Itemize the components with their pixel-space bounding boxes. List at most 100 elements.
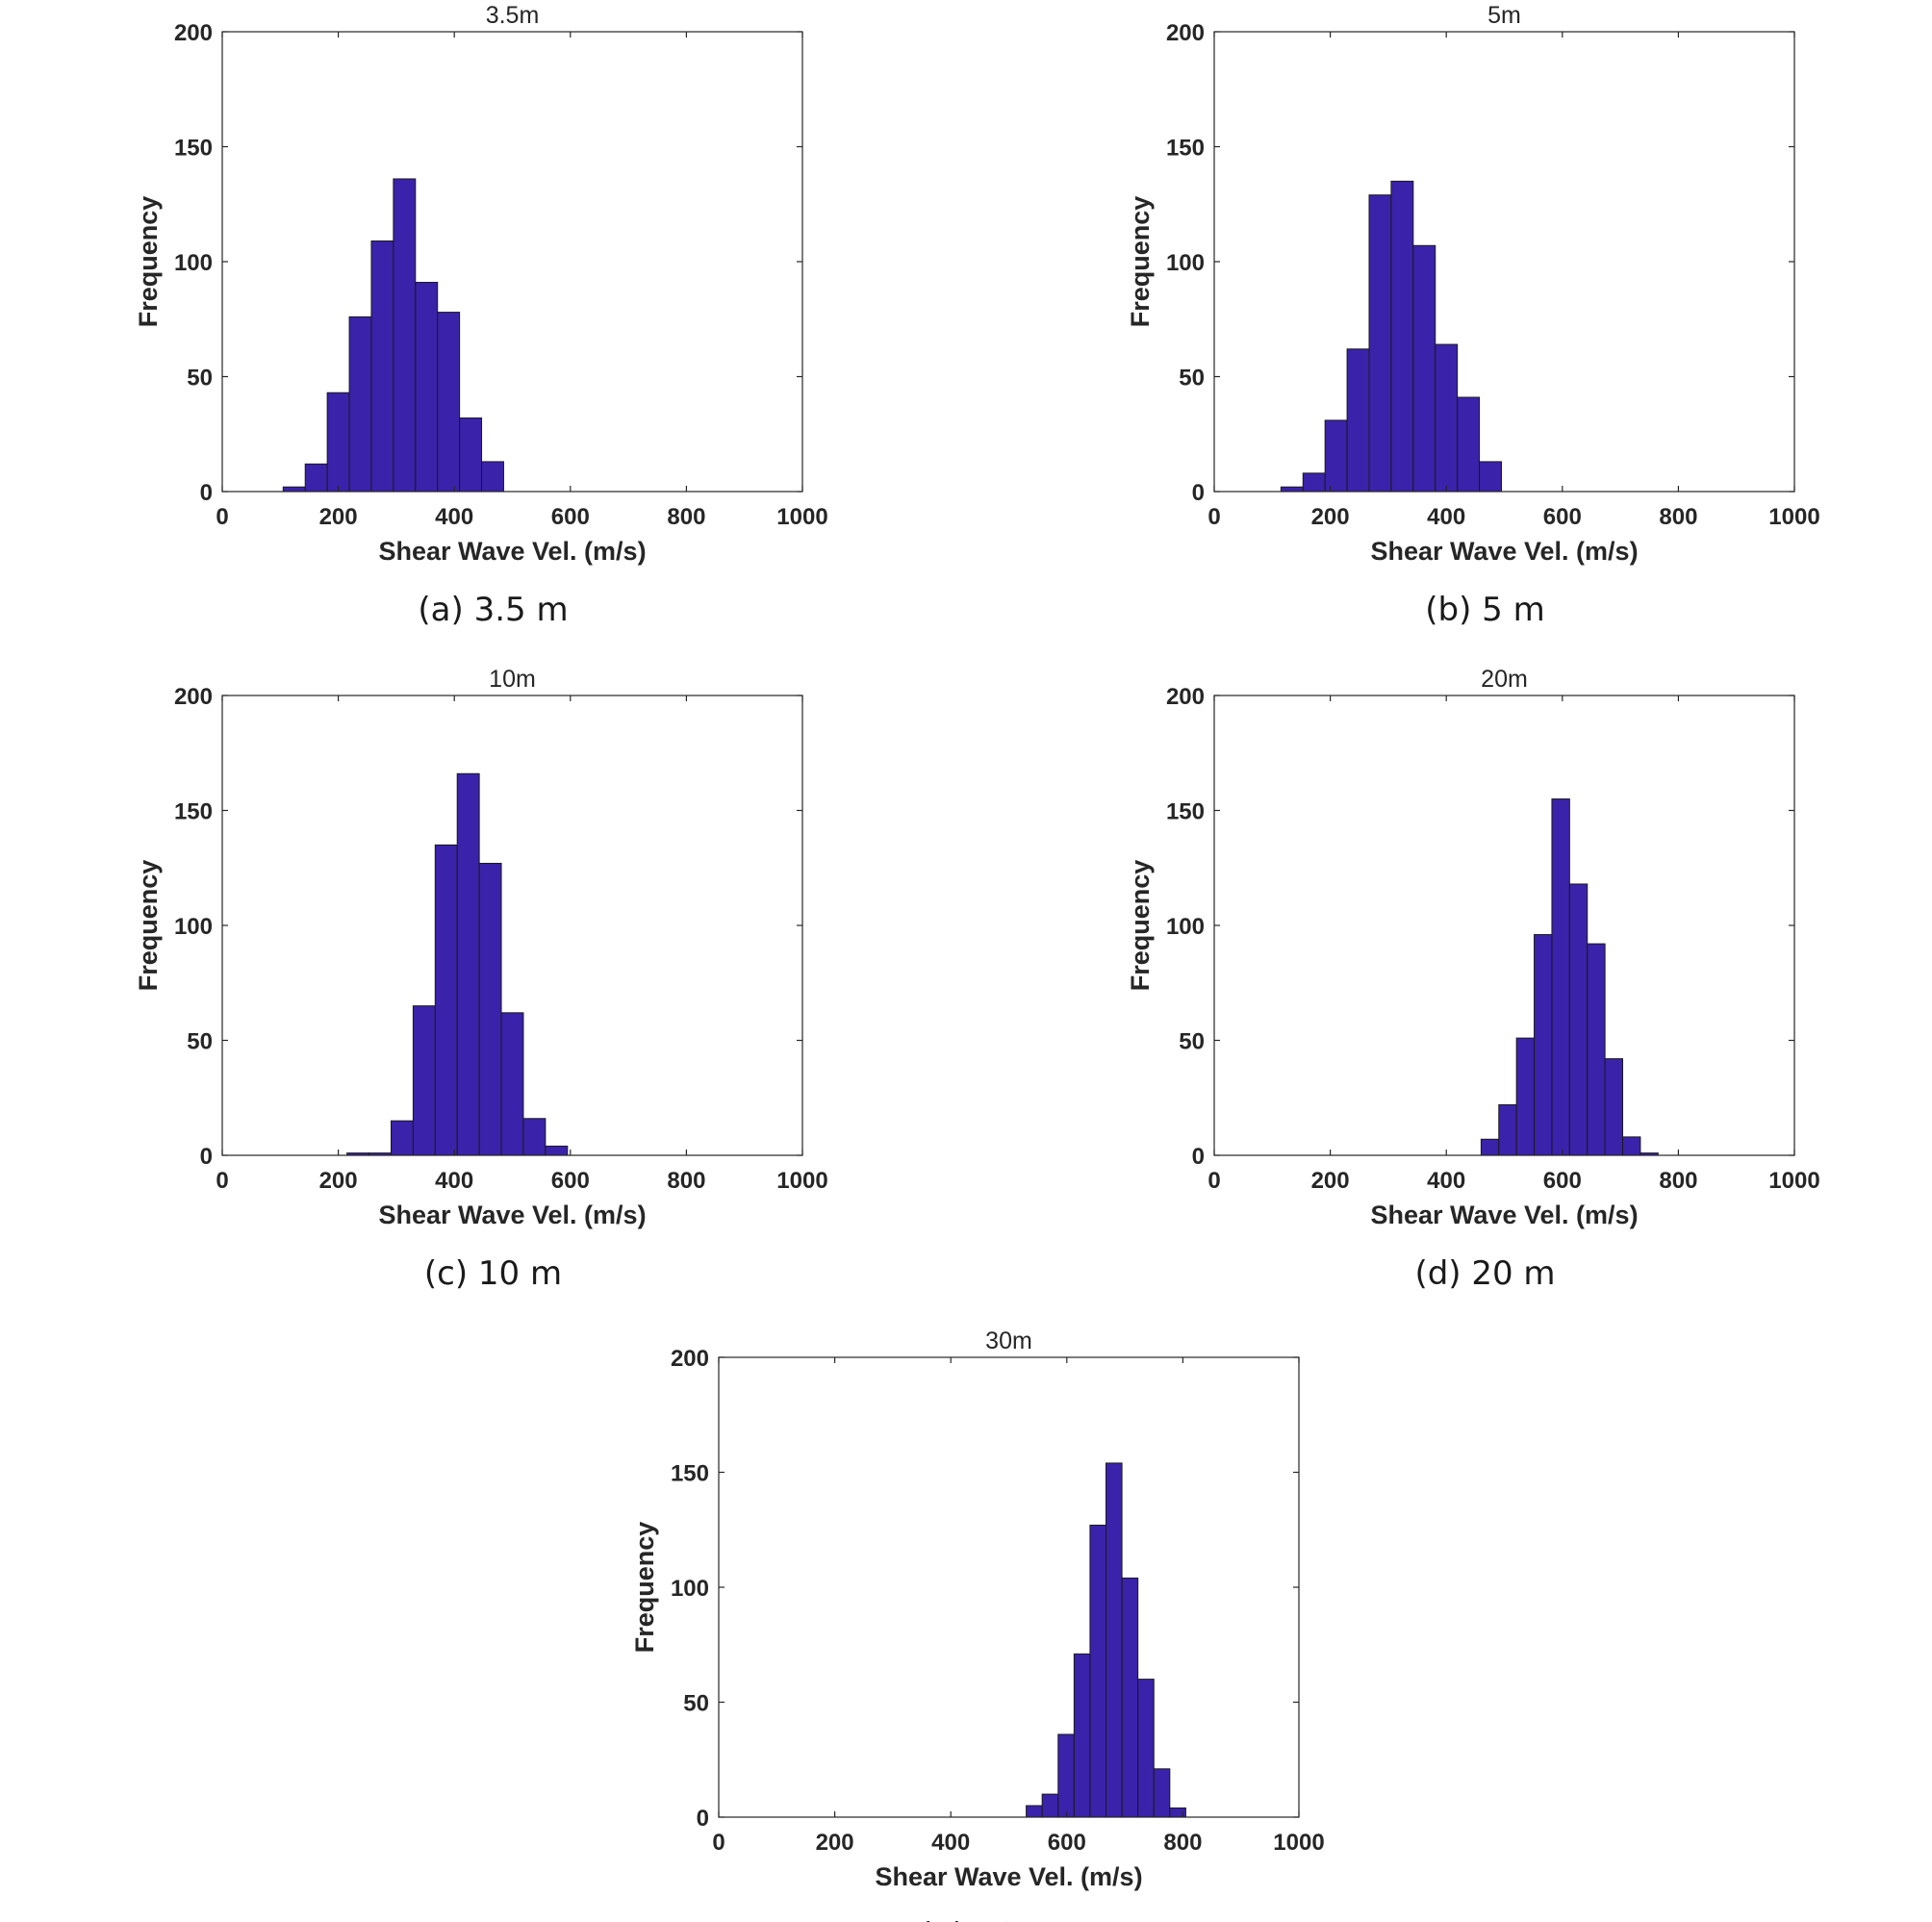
histogram-bar	[434, 844, 458, 1156]
histogram-bar	[1480, 1138, 1500, 1156]
x-tick-label: 600	[551, 504, 590, 530]
y-tick-label: 100	[1166, 914, 1205, 940]
histogram-bar	[390, 1120, 414, 1156]
bar-series	[1480, 798, 1659, 1156]
x-tick-label: 200	[1311, 504, 1350, 530]
x-tick-label: 800	[1659, 504, 1697, 530]
x-tick-label: 200	[1311, 1168, 1350, 1194]
histogram-bar	[348, 316, 372, 493]
y-tick-label: 100	[174, 914, 213, 940]
y-tick-label: 50	[1179, 1029, 1205, 1055]
x-tick-label: 0	[1208, 504, 1220, 530]
histogram-bar	[500, 1012, 524, 1156]
y-tick-label: 200	[671, 1346, 709, 1372]
x-tick-label: 1000	[1768, 1168, 1819, 1194]
x-tick-label: 0	[216, 1168, 228, 1194]
x-tick-label: 200	[816, 1830, 854, 1856]
chart-panel-5m: 0 200 400 600 800 1000 0 50 100 150 200 5m Shear Wav…	[1126, 2, 1820, 629]
histogram-bar	[1153, 1768, 1171, 1818]
y-tick-label: 150	[1166, 799, 1205, 825]
histogram-bar	[393, 178, 417, 493]
chart-panel-10m: 0 200 400 600 800 1000 0 50 100 150 200 10m Shear Wa…	[134, 666, 828, 1293]
bar-series	[282, 178, 504, 493]
histogram-bar	[1073, 1653, 1091, 1818]
y-tick-label: 50	[187, 366, 213, 392]
histogram-bar	[1324, 419, 1348, 493]
histogram-bar	[1604, 1058, 1624, 1156]
plot-title: 20m	[1481, 666, 1528, 693]
x-tick-label: 800	[1163, 1830, 1202, 1856]
axes-frame	[718, 1356, 1300, 1818]
x-axis-label: Shear Wave Vel. (m/s)	[875, 1862, 1142, 1891]
y-tick-label: 0	[1192, 480, 1205, 506]
x-tick-label: 800	[667, 504, 705, 530]
y-tick-label: 200	[174, 20, 213, 46]
histogram-bar	[1515, 1037, 1536, 1156]
histogram-bar	[1368, 194, 1392, 493]
y-tick-label: 150	[174, 136, 213, 162]
x-tick-label: 600	[551, 1168, 590, 1194]
x-tick-label: 0	[1208, 1168, 1220, 1194]
histogram-bar	[1479, 461, 1502, 493]
histogram-bar	[1121, 1577, 1139, 1818]
x-tick-label: 1000	[1273, 1830, 1324, 1856]
y-axis-label: Frequency	[630, 1522, 659, 1654]
histogram-bar	[1587, 943, 1606, 1156]
histogram-bar	[459, 417, 483, 493]
histogram-bar	[1106, 1462, 1123, 1818]
plot-title: 10m	[489, 666, 536, 693]
plot-title: 30m	[985, 1328, 1032, 1354]
y-tick-label: 0	[200, 1144, 213, 1170]
histogram-bar	[522, 1118, 547, 1156]
x-tick-label: 600	[1048, 1830, 1086, 1856]
panel-caption: (a) 3.5 m	[418, 591, 568, 629]
x-tick-label: 1000	[1768, 504, 1819, 530]
y-tick-label: 100	[1166, 250, 1205, 276]
histogram-bar	[456, 772, 480, 1156]
histogram-bar	[1041, 1793, 1059, 1818]
plot-title: 5m	[1487, 2, 1521, 29]
bar-series	[1280, 180, 1502, 493]
histogram-bar	[1026, 1805, 1043, 1818]
y-axis-label: Frequency	[134, 196, 163, 328]
x-axis-label: Shear Wave Vel. (m/s)	[1370, 1201, 1638, 1229]
x-tick-label: 600	[1543, 504, 1582, 530]
x-tick-label: 400	[435, 504, 473, 530]
bar-series	[1026, 1462, 1186, 1818]
y-tick-label: 200	[1166, 684, 1205, 710]
x-tick-label: 0	[712, 1830, 724, 1856]
histogram-bar	[1551, 798, 1570, 1156]
axes-frame	[1213, 695, 1795, 1156]
histogram-bar	[1457, 396, 1481, 493]
histogram-bar	[370, 240, 394, 493]
y-tick-label: 200	[1166, 20, 1205, 46]
histogram-bar	[1498, 1103, 1517, 1156]
y-tick-label: 50	[1179, 366, 1205, 392]
x-tick-label: 800	[1659, 1168, 1697, 1194]
histogram-bar	[1057, 1733, 1075, 1818]
y-tick-label: 200	[174, 684, 213, 710]
y-tick-label: 150	[671, 1461, 709, 1487]
x-tick-label: 600	[1543, 1168, 1582, 1194]
chart-panel-3-5m: 0 200 400 600 800 1000 0 50 100 150 200 3.5m Shear W…	[134, 2, 828, 629]
histogram-bar	[1412, 244, 1436, 493]
histogram-bar	[1435, 343, 1459, 493]
x-axis-label: Shear Wave Vel. (m/s)	[378, 1201, 646, 1229]
y-tick-label: 150	[174, 799, 213, 825]
plot-title: 3.5m	[486, 2, 540, 29]
x-axis-label: Shear Wave Vel. (m/s)	[1370, 537, 1638, 566]
y-tick-label: 0	[1192, 1144, 1205, 1170]
axes-frame	[221, 31, 803, 493]
chart-panel-20m: 0 200 400 600 800 1000 0 50 100 150 200 20m Shear Wa…	[1126, 666, 1820, 1293]
bar-series	[346, 772, 569, 1156]
histogram-bar	[304, 463, 328, 493]
histogram-bar	[481, 461, 504, 493]
histogram-bar	[1390, 180, 1414, 493]
x-tick-label: 1000	[776, 504, 827, 530]
panel-caption: (c) 10 m	[424, 1254, 562, 1293]
x-axis-label: Shear Wave Vel. (m/s)	[378, 537, 646, 566]
y-tick-label: 50	[187, 1029, 213, 1055]
histogram-bar	[326, 392, 350, 493]
histogram-bar	[1089, 1524, 1107, 1818]
